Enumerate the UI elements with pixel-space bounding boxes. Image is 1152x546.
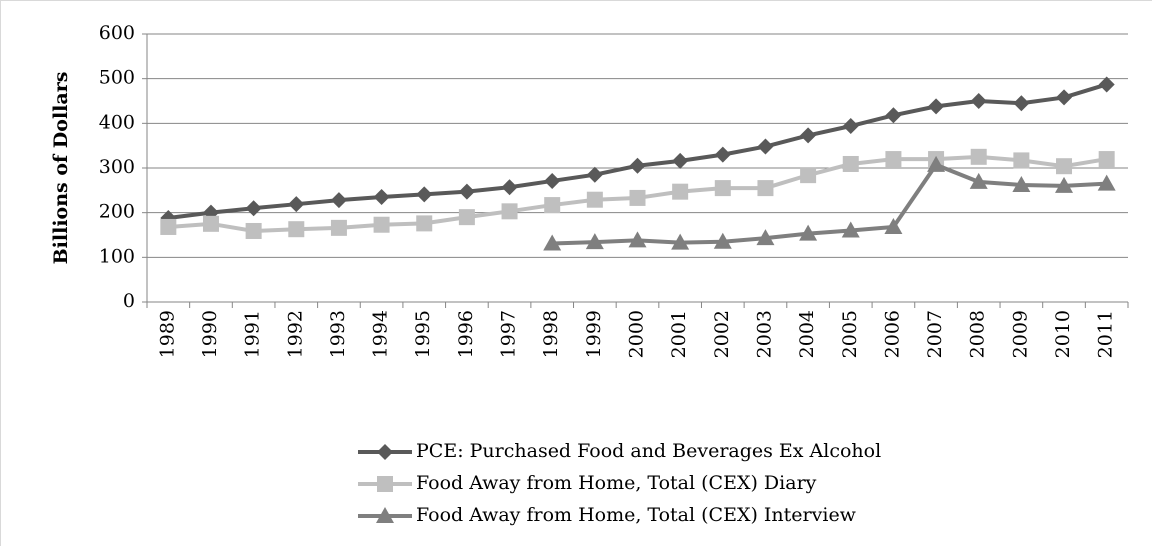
data-point — [672, 152, 689, 169]
data-point — [416, 186, 433, 203]
legend-label: PCE: Purchased Food and Beverages Ex Alc… — [416, 440, 881, 462]
data-point — [1013, 152, 1030, 169]
x-tick-label: 2011 — [1095, 310, 1117, 358]
data-point — [586, 166, 603, 183]
data-point — [885, 151, 902, 168]
data-point — [757, 138, 774, 155]
data-point — [1097, 174, 1116, 191]
data-point — [330, 192, 347, 209]
data-point — [501, 179, 518, 196]
data-point — [544, 172, 561, 189]
data-point — [713, 232, 732, 249]
data-point — [245, 222, 262, 239]
data-point — [799, 224, 818, 241]
data-point — [330, 219, 347, 236]
data-point — [842, 118, 859, 135]
y-tick-label: 200 — [99, 201, 135, 223]
y-tick-label: 100 — [99, 245, 135, 267]
data-point — [288, 221, 305, 238]
data-point — [928, 98, 945, 115]
y-tick-label: 600 — [99, 22, 135, 44]
data-point — [373, 189, 390, 206]
y-tick-label: 0 — [123, 290, 135, 312]
data-point — [970, 148, 987, 165]
data-point — [544, 197, 561, 214]
data-point — [1013, 95, 1030, 112]
x-tick-label: 2008 — [967, 310, 989, 358]
y-tick-label: 400 — [99, 111, 135, 133]
data-point — [1098, 151, 1115, 168]
data-point — [586, 191, 603, 208]
x-tick-label: 1995 — [412, 310, 434, 358]
legend-label: Food Away from Home, Total (CEX) Diary — [416, 472, 817, 494]
x-tick-label: 1994 — [370, 310, 392, 358]
x-tick-label: 1996 — [455, 310, 477, 358]
data-point — [373, 216, 390, 233]
x-tick-label: 2009 — [1009, 310, 1031, 358]
data-point — [288, 196, 305, 213]
x-tick-label: 2003 — [753, 310, 775, 358]
x-tick-label: 1989 — [156, 310, 178, 358]
data-point — [501, 203, 518, 220]
data-point — [841, 221, 860, 238]
data-point — [416, 215, 433, 232]
x-tick-label: 1999 — [583, 310, 605, 358]
x-tick-label: 2001 — [668, 310, 690, 358]
legend-label: Food Away from Home, Total (CEX) Intervi… — [416, 504, 857, 526]
x-tick-label: 2004 — [796, 310, 818, 358]
data-point — [202, 215, 219, 232]
data-point — [800, 167, 817, 184]
data-point — [629, 189, 646, 206]
data-point — [757, 180, 774, 197]
data-point — [756, 229, 775, 246]
data-point — [1056, 158, 1073, 175]
data-point — [458, 183, 475, 200]
data-point — [842, 155, 859, 172]
data-point — [245, 200, 262, 217]
series-line — [552, 162, 1107, 246]
x-tick-label: 2002 — [711, 310, 733, 358]
x-tick-label: 2000 — [626, 310, 648, 358]
data-point — [1056, 89, 1073, 106]
data-point — [629, 157, 646, 174]
legend-marker — [376, 507, 394, 523]
data-point — [1098, 76, 1115, 93]
data-point — [884, 217, 903, 234]
data-point — [672, 183, 689, 200]
x-tick-label: 1997 — [498, 310, 520, 358]
x-tick-label: 2005 — [839, 310, 861, 358]
x-tick-label: 2007 — [924, 310, 946, 358]
x-tick-label: 1998 — [540, 310, 562, 358]
data-point — [927, 155, 946, 172]
data-point — [458, 209, 475, 226]
legend-marker — [377, 476, 393, 492]
data-point — [885, 107, 902, 124]
data-point — [585, 233, 604, 250]
x-tick-label: 2010 — [1052, 310, 1074, 358]
data-point — [543, 234, 562, 251]
data-point — [1012, 175, 1031, 192]
data-point — [628, 231, 647, 248]
data-point — [714, 146, 731, 163]
x-tick-label: 1992 — [284, 310, 306, 358]
x-tick-label: 1990 — [199, 310, 221, 358]
data-point — [800, 127, 817, 144]
data-point — [160, 218, 177, 235]
y-axis-label: Billions of Dollars — [50, 72, 72, 265]
data-point — [969, 172, 988, 189]
data-point — [1055, 176, 1074, 193]
data-point — [671, 233, 690, 250]
data-point — [714, 180, 731, 197]
y-tick-label: 300 — [99, 156, 135, 178]
x-tick-label: 1991 — [242, 310, 264, 358]
y-tick-label: 500 — [99, 67, 135, 89]
legend-marker — [377, 444, 393, 460]
data-point — [970, 93, 987, 109]
x-tick-label: 1993 — [327, 310, 349, 358]
x-tick-label: 2006 — [881, 310, 903, 358]
